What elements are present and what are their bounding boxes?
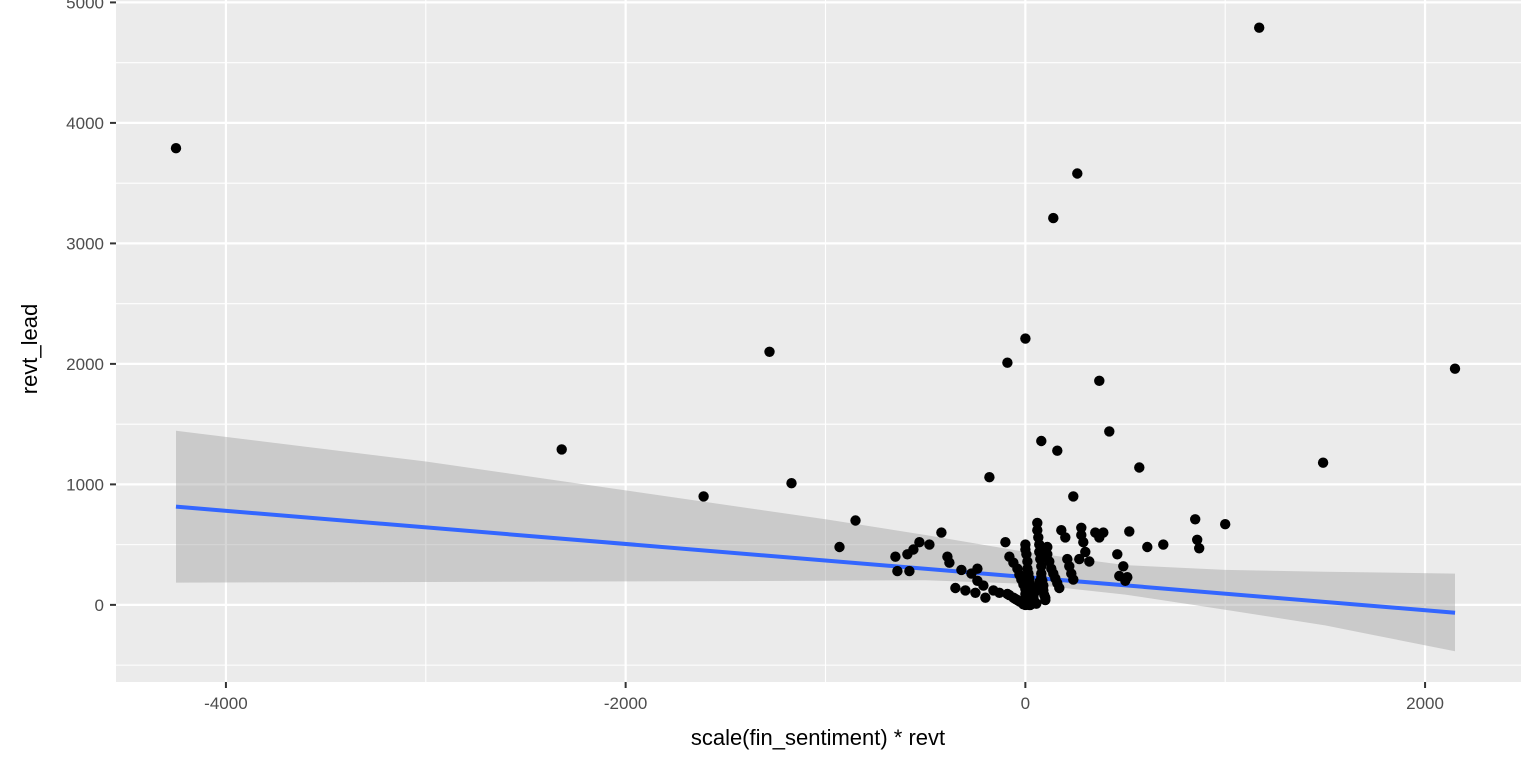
data-point xyxy=(786,478,797,489)
confidence-band xyxy=(176,430,1455,652)
data-point xyxy=(1192,534,1203,545)
y-axis: 0 1000 2000 3000 4000 5000 xyxy=(66,0,116,615)
y-tick-label: 4000 xyxy=(66,114,104,133)
x-tick-label: 2000 xyxy=(1406,694,1444,713)
data-point xyxy=(1134,462,1145,473)
data-point xyxy=(1036,561,1047,572)
data-point xyxy=(1036,435,1047,447)
y-tick-label: 2000 xyxy=(66,355,104,374)
y-tick-label: 5000 xyxy=(66,0,104,12)
data-point xyxy=(1017,596,1028,607)
data-point xyxy=(1036,572,1047,583)
data-point xyxy=(944,557,955,568)
data-point xyxy=(1074,553,1085,565)
major-gridlines xyxy=(116,0,1521,682)
data-point xyxy=(1076,522,1087,533)
confidence-band-layer xyxy=(176,430,1455,652)
x-tick-label: -2000 xyxy=(604,694,647,713)
data-point xyxy=(904,565,915,577)
data-point xyxy=(698,491,709,502)
data-point xyxy=(960,585,971,596)
data-point xyxy=(1142,541,1153,553)
data-point xyxy=(1002,357,1013,368)
data-point xyxy=(972,563,983,574)
data-point xyxy=(1054,582,1065,594)
data-point xyxy=(1022,556,1033,567)
data-point xyxy=(1122,572,1133,583)
data-point xyxy=(994,587,1005,598)
data-points-layer xyxy=(170,22,1461,611)
y-tick-label: 1000 xyxy=(66,475,104,494)
data-point xyxy=(170,143,182,154)
data-point xyxy=(850,515,861,526)
data-point xyxy=(1080,546,1091,558)
data-point xyxy=(1048,212,1059,224)
y-axis-title: revt_lead xyxy=(17,304,42,395)
data-point xyxy=(1020,333,1031,344)
data-point xyxy=(902,549,913,560)
data-point xyxy=(1098,527,1109,538)
y-tick-label: 0 xyxy=(95,596,104,615)
data-point xyxy=(1124,526,1135,537)
data-point xyxy=(1317,457,1329,468)
data-point xyxy=(956,564,967,576)
data-point xyxy=(984,472,995,483)
x-axis-title: scale(fin_sentiment) * revt xyxy=(691,725,945,750)
data-point xyxy=(1040,594,1051,606)
data-point xyxy=(1190,514,1201,525)
data-point xyxy=(890,551,901,562)
data-point xyxy=(1068,574,1079,585)
data-point xyxy=(556,444,567,455)
data-point xyxy=(1194,543,1205,554)
data-point xyxy=(1449,363,1461,374)
data-point xyxy=(1060,532,1071,543)
x-axis: -4000 -2000 0 2000 xyxy=(204,682,1444,713)
data-point xyxy=(1220,519,1231,530)
data-point xyxy=(1078,537,1089,548)
data-point xyxy=(980,592,991,603)
x-tick-label: -4000 xyxy=(204,694,247,713)
minor-gridlines xyxy=(116,0,1521,682)
data-point xyxy=(892,565,903,577)
data-point xyxy=(834,541,845,553)
fit-line-layer xyxy=(175,504,1456,615)
regression-line xyxy=(175,504,1456,615)
data-point xyxy=(1104,426,1115,437)
data-point xyxy=(1000,537,1011,548)
data-point xyxy=(1034,539,1045,550)
data-point xyxy=(1026,598,1037,609)
data-point xyxy=(1032,517,1043,529)
data-point xyxy=(1042,541,1053,553)
data-point xyxy=(1068,491,1079,502)
x-tick-label: 0 xyxy=(1021,694,1030,713)
data-point xyxy=(914,537,925,548)
y-tick-label: 3000 xyxy=(66,234,104,253)
data-point xyxy=(924,539,935,550)
data-point xyxy=(950,582,961,594)
data-point xyxy=(978,580,989,591)
data-point xyxy=(1158,539,1169,550)
data-point xyxy=(1052,445,1063,456)
data-point xyxy=(936,527,947,538)
data-point xyxy=(1094,375,1105,386)
data-point xyxy=(1072,168,1083,179)
data-point xyxy=(1254,22,1265,33)
data-point xyxy=(1084,556,1095,567)
data-point xyxy=(1112,549,1123,560)
data-point xyxy=(1118,561,1129,572)
plot-panel xyxy=(116,0,1521,682)
data-point xyxy=(764,346,775,357)
data-point xyxy=(970,587,981,598)
